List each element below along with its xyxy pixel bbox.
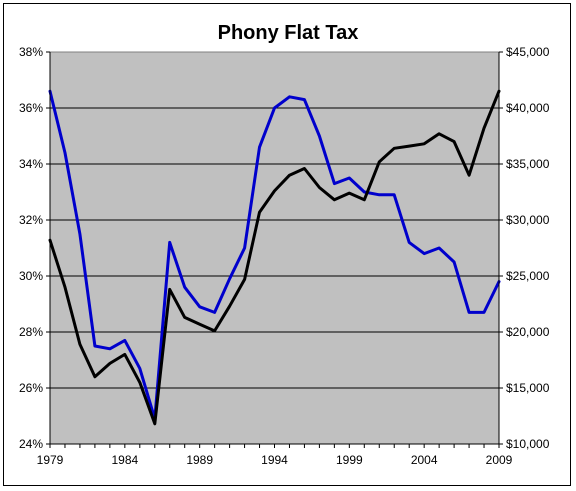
y-left-tick-label: 30%	[19, 269, 43, 283]
axes-layer	[46, 51, 503, 448]
y-left-tick-label: 34%	[19, 157, 43, 171]
x-tick-label: 1984	[111, 453, 138, 467]
x-tick-label: 1999	[336, 453, 363, 467]
y-right-tick-label: $30,000	[506, 213, 550, 227]
series-line-1	[48, 89, 501, 421]
y-right-tick-label: $20,000	[506, 325, 550, 339]
y-right-tick-label: $25,000	[506, 269, 550, 283]
x-tick-label: 1979	[37, 453, 64, 467]
y-right-tick-label: $15,000	[506, 381, 550, 395]
y-right-tick-label: $10,000	[506, 437, 550, 451]
x-tick-label: 1989	[186, 453, 213, 467]
y-left-tick-label: 24%	[19, 437, 43, 451]
plot-area	[49, 51, 500, 445]
series-line-2	[48, 89, 501, 426]
y-left-tick-label: 28%	[19, 325, 43, 339]
y-right-tick-label: $35,000	[506, 157, 550, 171]
y-left-tick-label: 36%	[19, 101, 43, 115]
y-left-tick-label: 32%	[19, 213, 43, 227]
gridlines	[50, 107, 499, 389]
y-right-tick-label: $40,000	[506, 101, 550, 115]
x-tick-label: 2009	[486, 453, 513, 467]
chart-title: Phony Flat Tax	[218, 22, 359, 44]
series-layer	[48, 89, 501, 426]
tick-labels: 24% $10,000 26% $15,000 28% $20,000 30% $25,000…	[19, 45, 550, 467]
y-right-tick-label: $45,000	[506, 45, 550, 59]
x-tick-label: 1994	[261, 453, 288, 467]
y-left-tick-label: 26%	[19, 381, 43, 395]
x-tick-label: 2004	[411, 453, 438, 467]
y-left-tick-label: 38%	[19, 45, 43, 59]
